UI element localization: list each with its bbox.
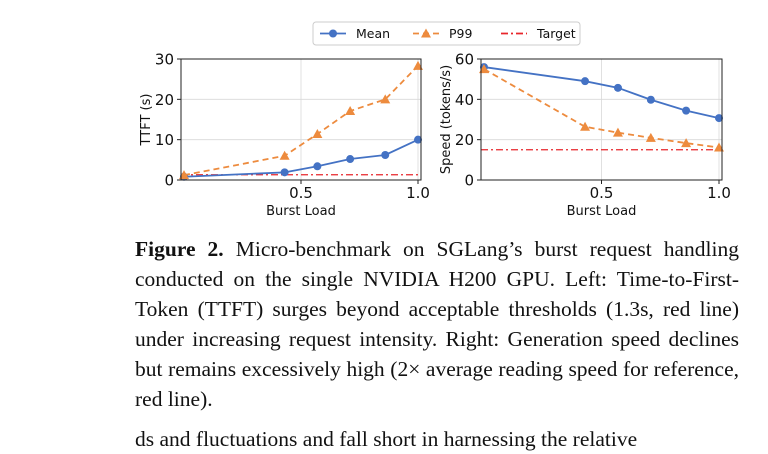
caption-text: Micro-benchmark on SGLang’s burst reques… (135, 237, 739, 411)
figure-label: Figure 2. (135, 237, 224, 261)
data-point-p99 (380, 94, 391, 104)
y-axis-label: Speed (tokens/s) (439, 65, 454, 174)
y-tick-label: 0 (464, 172, 474, 190)
chart-legend: Mean P99 Target (312, 21, 581, 46)
data-point-mean (381, 150, 390, 159)
legend-frame (312, 21, 581, 46)
data-point-p99 (612, 127, 623, 137)
y-tick-label: 10 (155, 131, 174, 149)
speed-chart: 0 20 40 60 0.5 1.0 Burst Load Speed (tokens/s) (439, 51, 731, 220)
x-tick-label: 0.5 (289, 184, 313, 202)
series-line-mean (183, 138, 419, 178)
y-axis-label: TTFT (s) (139, 94, 154, 147)
data-point-p99 (279, 150, 290, 160)
legend-marker-p99 (421, 28, 431, 38)
x-tick-label: 1.0 (707, 184, 731, 202)
data-point-p99 (580, 121, 591, 131)
data-point-p99 (345, 106, 356, 116)
series-line-p99 (183, 65, 419, 177)
y-tick-label: 0 (164, 172, 174, 190)
legend-label-p99: P99 (449, 26, 472, 41)
body-text-fragment: ds and fluctuations and fall short in ha… (135, 427, 638, 451)
data-point-mean (414, 135, 422, 144)
data-point-mean (613, 83, 622, 92)
x-axis-label: Burst Load (567, 204, 637, 219)
data-point-p99 (312, 129, 323, 139)
data-point-mean (646, 95, 655, 104)
y-tick-label: 20 (155, 91, 174, 109)
x-tick-label: 1.0 (406, 184, 430, 202)
figure-charts: Mean P99 Target 0 10 20 30 0.5 1.0 Burst Load TTF… (139, 21, 731, 220)
legend-marker-mean (329, 29, 337, 38)
data-point-mean (280, 168, 289, 177)
y-tick-label: 20 (455, 131, 474, 149)
data-point-p99 (645, 132, 656, 142)
y-tick-label: 60 (455, 51, 474, 69)
x-tick-label: 0.5 (590, 184, 614, 202)
data-point-mean (313, 162, 322, 171)
y-tick-label: 30 (155, 51, 174, 69)
data-point-mean (581, 77, 590, 86)
data-point-mean (346, 155, 355, 164)
data-point-p99 (681, 138, 692, 148)
legend-label-mean: Mean (356, 26, 390, 41)
figure-caption: Figure 2. Micro-benchmark on SGLang’s bu… (135, 234, 739, 414)
legend-label-target: Target (536, 26, 576, 41)
series-line-mean (483, 66, 720, 119)
x-axis-label: Burst Load (266, 204, 336, 219)
data-point-mean (682, 106, 691, 115)
series-line-p99 (483, 68, 720, 149)
ttft-chart: 0 10 20 30 0.5 1.0 Burst Load TTFT (s) (139, 51, 430, 220)
y-tick-label: 40 (455, 91, 474, 109)
data-point-mean (715, 114, 723, 123)
